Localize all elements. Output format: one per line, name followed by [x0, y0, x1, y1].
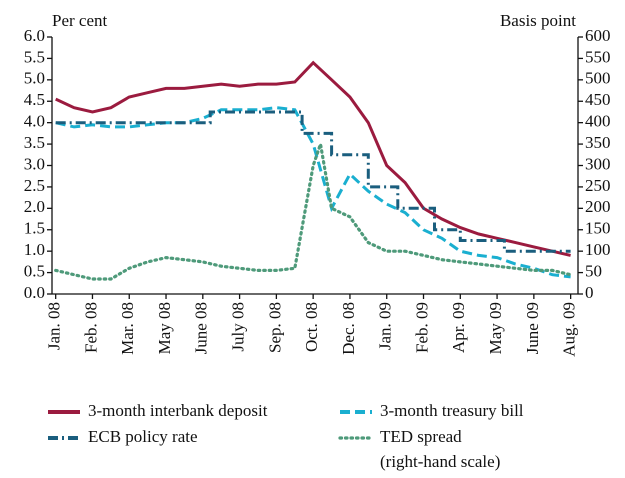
- series-line: [55, 106, 571, 279]
- y2-tick-label: 150: [585, 219, 611, 238]
- y2-axis-label: Basis point: [500, 11, 576, 30]
- legend-note: (right-hand scale): [380, 452, 500, 471]
- series-line: [55, 110, 571, 253]
- x-tick-label: Aug. 09: [560, 302, 579, 357]
- y-tick-label: 4.5: [24, 90, 45, 109]
- y-tick-label: 0.0: [24, 283, 45, 302]
- x-tick-label: Mar. 08: [118, 302, 137, 355]
- x-tick-label: Feb. 08: [81, 302, 100, 353]
- y-tick-label: 0.5: [24, 261, 45, 280]
- y-tick-label: 3.5: [24, 133, 45, 152]
- x-tick-label: Feb. 09: [412, 302, 431, 353]
- y-tick-label: 3.0: [24, 154, 45, 173]
- series-line: [54, 143, 573, 281]
- y2-tick-label: 350: [585, 133, 611, 152]
- y2-tick-label: 50: [585, 261, 602, 280]
- y2-tick-label: 400: [585, 112, 611, 131]
- y-tick-label: 1.5: [24, 219, 45, 238]
- x-tick-label: July 08: [229, 302, 248, 352]
- y2-tick-label: 100: [585, 240, 611, 259]
- legend-label: 3-month interbank deposit: [88, 401, 268, 420]
- y2-tick-label: 300: [585, 154, 611, 173]
- series-line: [55, 60, 571, 257]
- legend-label: 3-month treasury bill: [380, 401, 524, 420]
- legend-label: ECB policy rate: [88, 427, 198, 446]
- y-axis-label: Per cent: [52, 11, 108, 30]
- x-tick-label: Jan. 09: [376, 302, 395, 350]
- x-tick-label: Apr. 09: [449, 302, 468, 353]
- y2-tick-label: 250: [585, 176, 611, 195]
- y-tick-label: 5.0: [24, 69, 45, 88]
- x-tick-label: June 08: [192, 302, 211, 354]
- y-tick-label: 5.5: [24, 47, 45, 66]
- x-tick-label: Dec. 08: [339, 302, 358, 355]
- y2-tick-label: 550: [585, 47, 611, 66]
- x-tick-label: May 08: [155, 302, 174, 354]
- x-tick-label: May 09: [486, 302, 505, 354]
- x-tick-label: June 09: [523, 302, 542, 354]
- x-tick-label: Oct. 08: [302, 302, 321, 352]
- y-tick-label: 6.0: [24, 26, 45, 45]
- y-tick-label: 4.0: [24, 112, 45, 131]
- y2-tick-label: 450: [585, 90, 611, 109]
- y-tick-label: 1.0: [24, 240, 45, 259]
- y2-tick-label: 0: [585, 283, 594, 302]
- y-tick-label: 2.0: [24, 197, 45, 216]
- legend-label: TED spread: [380, 427, 462, 446]
- y2-tick-label: 200: [585, 197, 611, 216]
- y-tick-label: 2.5: [24, 176, 45, 195]
- x-tick-label: Sep. 08: [265, 302, 284, 353]
- y2-tick-label: 500: [585, 69, 611, 88]
- y2-tick-label: 600: [585, 26, 611, 45]
- x-tick-label: Jan. 08: [45, 302, 64, 350]
